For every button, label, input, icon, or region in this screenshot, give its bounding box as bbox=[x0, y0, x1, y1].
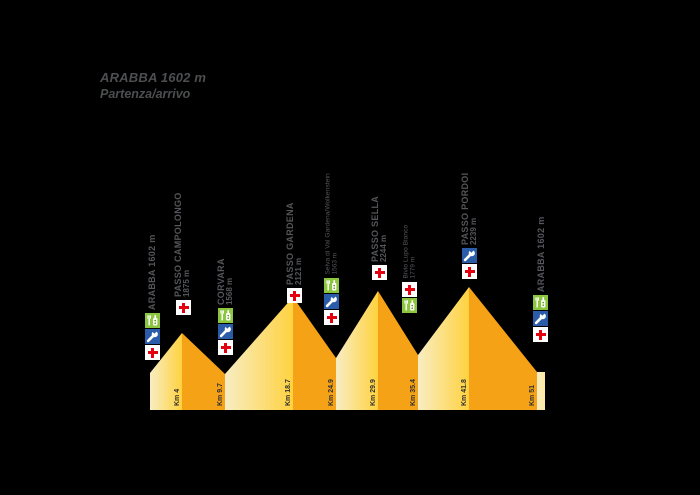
station-elevation: 1875 m bbox=[182, 269, 192, 297]
medical-icon bbox=[324, 310, 339, 325]
station-elevation: 1563 m bbox=[331, 253, 339, 275]
medical-icon bbox=[402, 282, 417, 297]
title-start-finish: Partenza/arrivo bbox=[100, 87, 191, 101]
station-elevation: 1779 m bbox=[409, 257, 417, 279]
km-marker-label: Km 18.7 bbox=[285, 379, 292, 406]
km-marker-label: Km 51 bbox=[529, 384, 536, 406]
medical-icon bbox=[372, 265, 387, 280]
km-marker-label: Km 4 bbox=[174, 388, 181, 406]
mechanic-icon bbox=[218, 324, 233, 339]
mechanic-icon bbox=[533, 311, 548, 326]
medical-icon bbox=[462, 264, 477, 279]
km-marker-label: Km 9.7 bbox=[217, 383, 224, 406]
mechanic-icon bbox=[324, 294, 339, 309]
medical-icon bbox=[176, 300, 191, 315]
refreshment-icon bbox=[145, 313, 160, 328]
station-elevation: 2239 m bbox=[469, 217, 479, 245]
refreshment-icon bbox=[218, 308, 233, 323]
station-elevation: 2121 m bbox=[294, 257, 304, 285]
mechanic-icon bbox=[462, 248, 477, 263]
refreshment-icon bbox=[324, 278, 339, 293]
title-start-location: ARABBA 1602 m bbox=[100, 70, 207, 85]
km-marker-label: Km 35.4 bbox=[410, 379, 417, 406]
station-name: ARABBA 1602 m bbox=[535, 216, 546, 292]
station-name: Selva di Val Gardena/Wolkenstein bbox=[324, 173, 332, 275]
km-marker-label: Km 29.9 bbox=[370, 379, 377, 406]
km-marker-label: Km 41.8 bbox=[461, 379, 468, 406]
medical-icon bbox=[533, 327, 548, 342]
station-name: ARABBA 1602 m bbox=[146, 234, 157, 310]
refreshment-icon bbox=[402, 298, 417, 313]
mountain-silhouette bbox=[150, 287, 545, 410]
station-name: Bivio Lupo Bianco bbox=[402, 225, 410, 279]
medical-icon bbox=[218, 340, 233, 355]
refreshment-icon bbox=[533, 295, 548, 310]
station-elevation: 1568 m bbox=[225, 277, 235, 305]
page-title: ARABBA 1602 m Partenza/arrivo bbox=[100, 70, 206, 101]
medical-icon bbox=[145, 345, 160, 360]
mechanic-icon bbox=[145, 329, 160, 344]
km-marker-label: Km 24.9 bbox=[328, 379, 335, 406]
medical-icon bbox=[287, 288, 302, 303]
station-elevation: 2244 m bbox=[379, 234, 389, 262]
